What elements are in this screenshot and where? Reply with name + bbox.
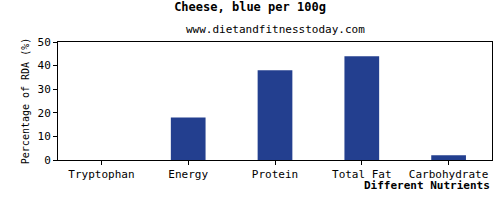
svg-text:Protein: Protein: [252, 168, 298, 181]
svg-text:10: 10: [38, 130, 51, 143]
svg-text:Cheese, blue per 100g: Cheese, blue per 100g: [174, 0, 326, 14]
svg-text:30: 30: [38, 83, 51, 96]
svg-text:Carbohydrate: Carbohydrate: [409, 168, 488, 181]
svg-text:Total Fat: Total Fat: [332, 168, 392, 181]
svg-text:0: 0: [44, 154, 51, 167]
svg-text:Percentage of RDA (%): Percentage of RDA (%): [20, 38, 31, 164]
svg-text:www.dietandfitnesstoday.com: www.dietandfitnesstoday.com: [186, 23, 365, 36]
svg-text:20: 20: [38, 107, 51, 120]
svg-text:50: 50: [38, 36, 51, 49]
svg-text:Tryptophan: Tryptophan: [68, 168, 134, 181]
svg-text:40: 40: [38, 59, 51, 72]
svg-text:Different Nutrients: Different Nutrients: [364, 179, 490, 192]
svg-text:Energy: Energy: [168, 168, 208, 181]
